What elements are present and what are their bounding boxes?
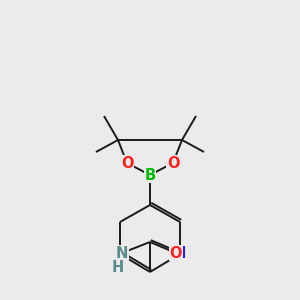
Text: O: O: [167, 155, 179, 170]
Text: O: O: [121, 155, 133, 170]
Text: H: H: [112, 260, 124, 275]
Text: B: B: [144, 167, 156, 182]
Text: N: N: [174, 247, 186, 262]
Text: N: N: [116, 245, 128, 260]
Text: O: O: [170, 245, 182, 260]
Text: N: N: [114, 247, 126, 262]
